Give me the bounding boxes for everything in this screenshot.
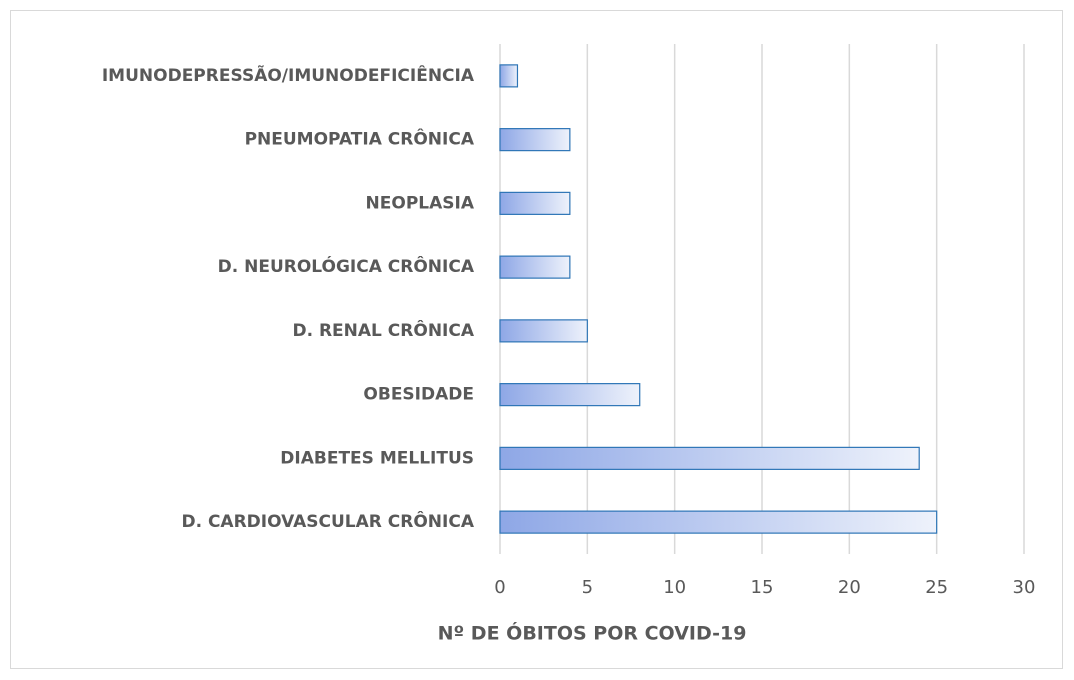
bar: [499, 191, 571, 215]
bar: [499, 446, 920, 470]
bar: [499, 319, 588, 343]
y-tick-label: IMUNODEPRESSÃO/IMUNODEFICIÊNCIA: [102, 63, 475, 86]
x-tick-label: 5: [582, 577, 593, 598]
x-tick-label: 0: [494, 577, 505, 598]
bar: [499, 64, 519, 88]
x-tick-label: 10: [663, 577, 686, 598]
bar: [499, 128, 571, 152]
y-tick-label: OBESIDADE: [363, 385, 474, 405]
bar: [499, 383, 641, 407]
y-tick-label: NEOPLASIA: [366, 193, 475, 213]
y-tick-label: D. CARDIOVASCULAR CRÔNICA: [181, 510, 474, 532]
x-tick-label: 15: [751, 577, 774, 598]
bar: [499, 255, 571, 279]
x-axis-title: Nº DE ÓBITOS POR COVID-19: [438, 621, 747, 645]
y-tick-label: D. NEUROLÓGICA CRÔNICA: [218, 255, 475, 277]
y-tick-label: DIABETES MELLITUS: [280, 448, 474, 468]
x-tick-label: 20: [838, 577, 861, 598]
y-tick-label: D. RENAL CRÔNICA: [292, 319, 474, 341]
x-tick-label: 25: [925, 577, 948, 598]
y-tick-label: PNEUMOPATIA CRÔNICA: [245, 128, 475, 150]
bar: [499, 510, 938, 534]
x-tick-label: 30: [1013, 577, 1036, 598]
